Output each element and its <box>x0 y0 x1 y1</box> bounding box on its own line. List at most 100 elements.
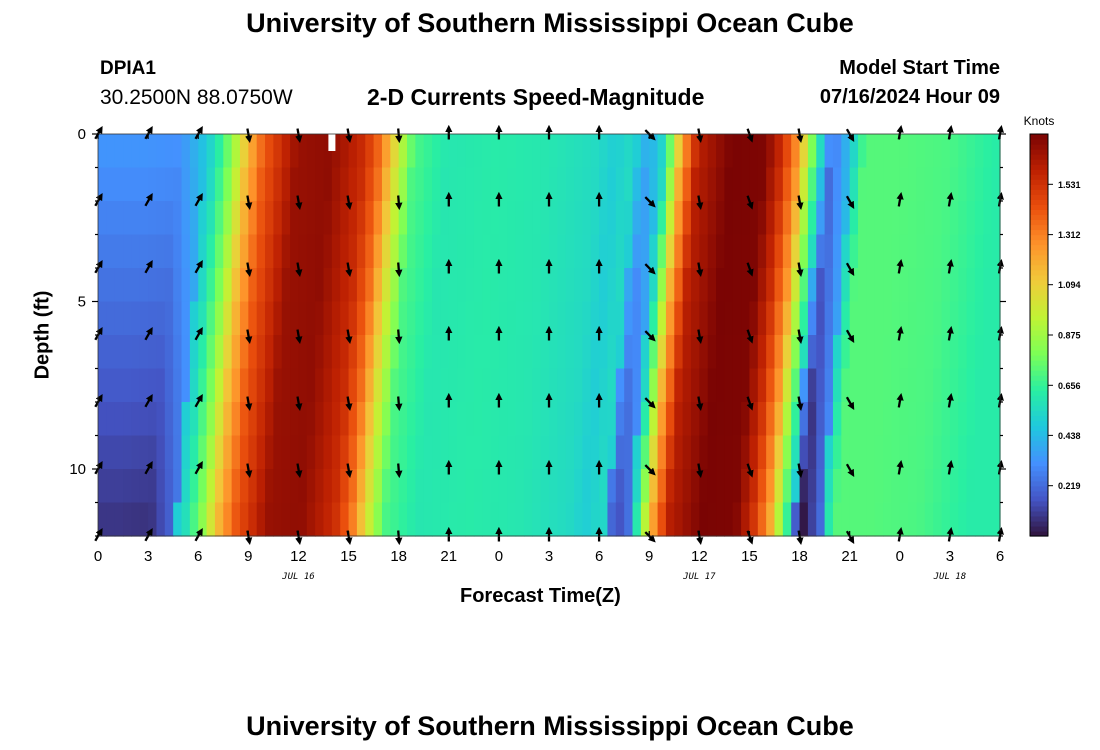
current-vector <box>746 262 754 277</box>
heat-cell <box>189 134 199 169</box>
heat-cell <box>949 134 959 169</box>
colorbar-segment <box>1030 194 1048 200</box>
colorbar-segment <box>1030 319 1048 326</box>
heat-cell <box>590 435 600 470</box>
heat-cell <box>966 268 976 303</box>
heat-cell <box>348 234 358 269</box>
heat-cell <box>265 301 274 336</box>
heat-cell <box>281 268 291 303</box>
colorbar-segment <box>1030 239 1048 246</box>
current-vector <box>896 258 904 274</box>
colorbar-segment <box>1030 179 1048 185</box>
heat-cell <box>540 435 550 470</box>
heat-cell <box>766 402 776 437</box>
heat-cell <box>457 268 467 303</box>
heat-cell <box>766 268 776 303</box>
heat-cell <box>298 402 308 437</box>
heat-cell <box>381 167 391 202</box>
colorbar-segment <box>1030 500 1048 507</box>
heat-cell <box>582 469 592 504</box>
heat-cell <box>407 402 416 437</box>
heat-cell <box>766 134 776 169</box>
heat-cell <box>565 201 575 236</box>
heat-cell <box>306 268 316 303</box>
heat-cell <box>398 268 408 303</box>
colorbar-segment <box>1030 149 1048 155</box>
heat-cell <box>507 167 517 202</box>
heat-cell <box>281 234 291 269</box>
heat-cell <box>590 402 600 437</box>
heat-cell <box>256 301 266 336</box>
heat-cell <box>473 167 483 202</box>
heat-cell <box>858 335 867 370</box>
heat-cell <box>114 167 124 202</box>
heat-cell <box>899 167 909 202</box>
heat-cell <box>315 268 325 303</box>
heat-cell <box>958 402 968 437</box>
heat-cell <box>941 335 951 370</box>
heat-cell <box>490 502 500 537</box>
heat-cell <box>908 402 918 437</box>
current-vector <box>796 329 804 345</box>
heat-cell <box>423 234 433 269</box>
heat-cell <box>515 134 525 169</box>
heat-cell <box>799 167 809 202</box>
heat-cell <box>866 368 876 403</box>
heat-cell <box>916 301 926 336</box>
colorbar-segment <box>1030 174 1048 180</box>
heat-cell <box>716 167 725 202</box>
heat-cell <box>123 268 133 303</box>
heat-cell <box>498 435 508 470</box>
heat-cell <box>181 469 191 504</box>
heat-cell <box>774 234 784 269</box>
heat-cell <box>665 502 675 537</box>
heat-cell <box>198 268 208 303</box>
heat-cell <box>239 167 249 202</box>
heat-cell <box>899 469 909 504</box>
heat-cell <box>123 402 133 437</box>
colorbar-segment <box>1030 505 1048 512</box>
x-tick-label: 18 <box>390 548 407 565</box>
heat-cell <box>515 402 525 437</box>
heat-cell <box>131 234 141 269</box>
heat-cell <box>824 368 834 403</box>
heat-cell <box>632 502 642 537</box>
heat-cell <box>632 469 642 504</box>
heat-cell <box>858 201 867 236</box>
heat-cell <box>148 402 158 437</box>
heat-cell <box>557 402 567 437</box>
heat-cell <box>365 502 375 537</box>
heat-cell <box>615 134 625 169</box>
heat-cell <box>189 469 199 504</box>
heat-cell <box>807 134 817 169</box>
heat-cell <box>690 201 700 236</box>
heat-cell <box>966 502 976 537</box>
heat-cell <box>849 402 859 437</box>
heat-cell <box>807 201 817 236</box>
heat-cell <box>540 134 550 169</box>
heat-cell <box>106 368 116 403</box>
heat-cell <box>423 134 433 169</box>
heat-cell <box>223 268 233 303</box>
heat-cell <box>908 502 918 537</box>
heat-cell <box>256 469 266 504</box>
heat-cell <box>356 268 366 303</box>
colorbar-segment <box>1030 435 1048 442</box>
heat-cell <box>381 368 391 403</box>
heat-cell <box>131 301 141 336</box>
heat-cell <box>273 335 283 370</box>
heat-cell <box>640 234 650 269</box>
heat-cell <box>824 301 834 336</box>
heat-cell <box>448 234 458 269</box>
heat-cell <box>206 435 216 470</box>
heat-cell <box>356 402 366 437</box>
heat-cell <box>757 469 767 504</box>
current-vector <box>644 464 656 476</box>
heat-cell <box>590 268 600 303</box>
heat-cell <box>958 469 968 504</box>
heat-cell <box>281 402 291 437</box>
heat-cell <box>457 435 467 470</box>
colorbar-tick-label: 0.656 <box>1058 381 1081 391</box>
heat-cell <box>674 167 684 202</box>
heat-cell <box>891 134 901 169</box>
